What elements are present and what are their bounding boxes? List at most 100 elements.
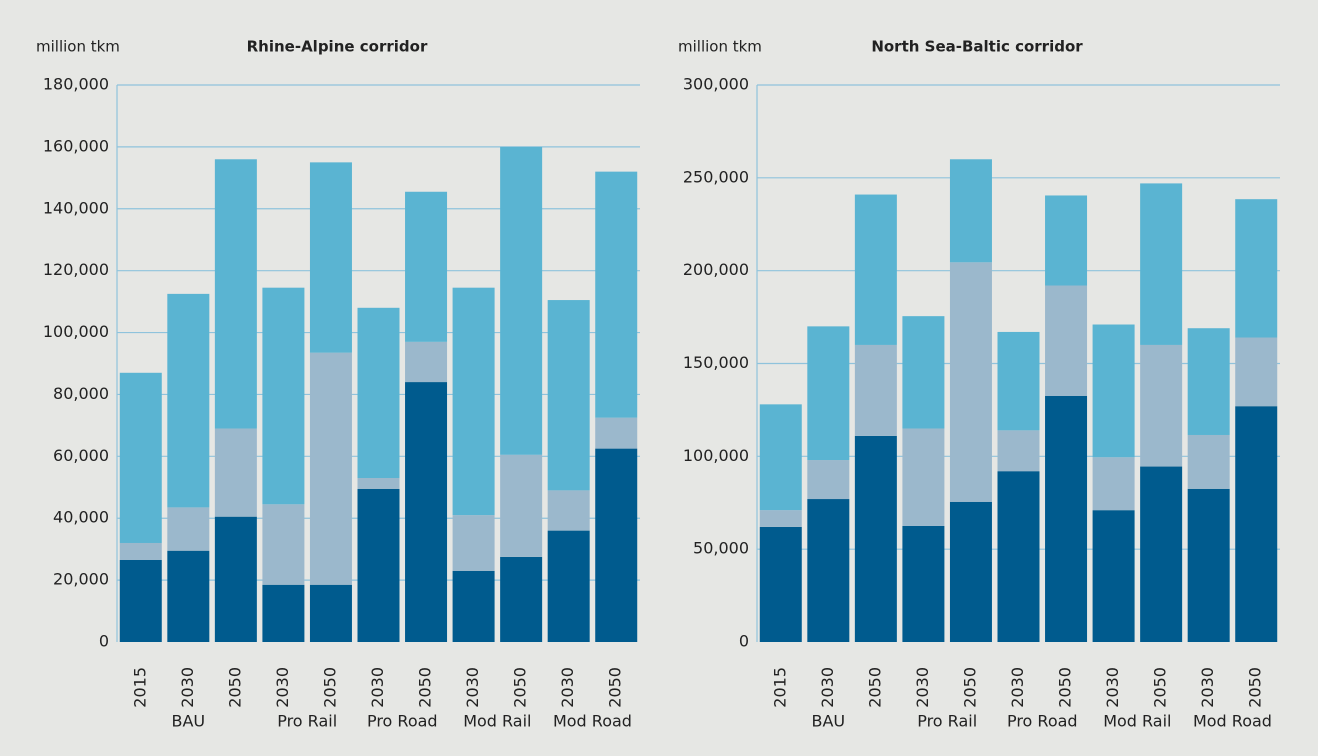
y-tick-label: 50,000 — [693, 539, 749, 558]
bar-segment — [309, 162, 352, 353]
bar-segment — [854, 344, 897, 436]
x-tick-label: 2030 — [1008, 667, 1027, 708]
x-tick-label: 2015 — [770, 667, 789, 708]
x-tick-label: 2050 — [960, 667, 979, 708]
group-label: Mod Road — [1193, 712, 1272, 731]
bar-segment — [997, 331, 1040, 431]
bar-segment — [759, 510, 802, 527]
group-label: Mod Rail — [463, 712, 531, 731]
chart-title: North Sea-Baltic corridor — [871, 38, 1083, 56]
bar-segment — [405, 341, 448, 383]
bar-segment — [595, 417, 638, 449]
bar-segment — [547, 490, 590, 531]
y-tick-label: 100,000 — [683, 446, 749, 465]
bar-segment — [902, 316, 945, 429]
bar-segment — [807, 460, 850, 500]
bar-segment — [309, 352, 352, 585]
bar-segment — [309, 584, 352, 642]
bar-segment — [119, 542, 162, 560]
y-tick-label: 180,000 — [43, 75, 109, 94]
x-tick-label: 2050 — [225, 667, 244, 708]
y-tick-label: 60,000 — [53, 446, 109, 465]
bar-segment — [595, 448, 638, 642]
group-label: Pro Rail — [917, 712, 977, 731]
bar-segment — [997, 430, 1040, 472]
bar-segment — [405, 382, 448, 642]
y-tick-label: 160,000 — [43, 136, 109, 155]
bar-segment — [949, 262, 992, 502]
x-tick-label: 2050 — [320, 667, 339, 708]
x-tick-label: 2030 — [178, 667, 197, 708]
bar-segment — [547, 530, 590, 642]
bar-segment — [1045, 285, 1088, 396]
x-tick-label: 2015 — [130, 667, 149, 708]
bar-segment — [500, 556, 543, 642]
bar-segment — [262, 584, 305, 642]
bar-segment — [1187, 328, 1230, 435]
bar-segment — [1092, 457, 1135, 511]
bar-segment — [214, 159, 257, 429]
x-tick-label: 2050 — [416, 667, 435, 708]
y-tick-label: 300,000 — [683, 75, 749, 94]
group-label: Pro Road — [367, 712, 438, 731]
y-axis-label: million tkm — [678, 38, 762, 56]
group-label: Mod Road — [553, 712, 632, 731]
y-tick-label: 80,000 — [53, 384, 109, 403]
bar-segment — [405, 191, 448, 342]
bar-segment — [500, 146, 543, 455]
bar-segment — [214, 516, 257, 642]
x-tick-label: 2050 — [1056, 667, 1075, 708]
x-tick-label: 2050 — [1246, 667, 1265, 708]
bar-segment — [357, 307, 400, 478]
bar-segment — [1140, 344, 1183, 467]
y-tick-label: 250,000 — [683, 167, 749, 186]
bar-segment — [214, 428, 257, 517]
bar-segment — [1092, 324, 1135, 458]
x-tick-label: 2030 — [1198, 667, 1217, 708]
bar-segment — [119, 559, 162, 642]
bar-segment — [167, 550, 210, 642]
bar-segment — [357, 477, 400, 489]
y-tick-label: 20,000 — [53, 570, 109, 589]
x-tick-label: 2050 — [606, 667, 625, 708]
bar-segment — [902, 428, 945, 526]
bar-segment — [1187, 488, 1230, 642]
bar-segment — [1235, 199, 1278, 338]
bar-segment — [997, 471, 1040, 642]
x-tick-label: 2030 — [368, 667, 387, 708]
bar-segment — [452, 570, 495, 642]
y-tick-label: 200,000 — [683, 260, 749, 279]
group-label: Pro Road — [1007, 712, 1078, 731]
bar-segment — [547, 300, 590, 491]
x-tick-label: 2030 — [558, 667, 577, 708]
x-tick-label: 2050 — [511, 667, 530, 708]
bar-segment — [452, 287, 495, 516]
group-label: BAU — [811, 712, 845, 731]
bar-segment — [759, 404, 802, 511]
bar-segment — [262, 287, 305, 505]
y-tick-label: 0 — [99, 632, 109, 651]
bar-segment — [902, 525, 945, 642]
group-label: Mod Rail — [1103, 712, 1171, 731]
bar-segment — [1235, 406, 1278, 642]
bar-segment — [357, 488, 400, 642]
bar-segment — [1045, 195, 1088, 286]
bar-segment — [1235, 337, 1278, 407]
bar-segment — [595, 171, 638, 418]
y-tick-label: 120,000 — [43, 260, 109, 279]
bar-segment — [1045, 395, 1088, 642]
x-tick-label: 2030 — [1103, 667, 1122, 708]
bar-segment — [167, 293, 210, 508]
bar-segment — [262, 504, 305, 585]
group-label: Pro Rail — [277, 712, 337, 731]
x-tick-label: 2030 — [463, 667, 482, 708]
x-tick-label: 2030 — [273, 667, 292, 708]
bar-segment — [807, 326, 850, 461]
bar-segment — [854, 194, 897, 345]
bar-segment — [949, 501, 992, 642]
chart-title: Rhine-Alpine corridor — [247, 38, 428, 56]
bar-segment — [1140, 183, 1183, 345]
bar-segment — [807, 499, 850, 642]
y-tick-label: 0 — [739, 632, 749, 651]
